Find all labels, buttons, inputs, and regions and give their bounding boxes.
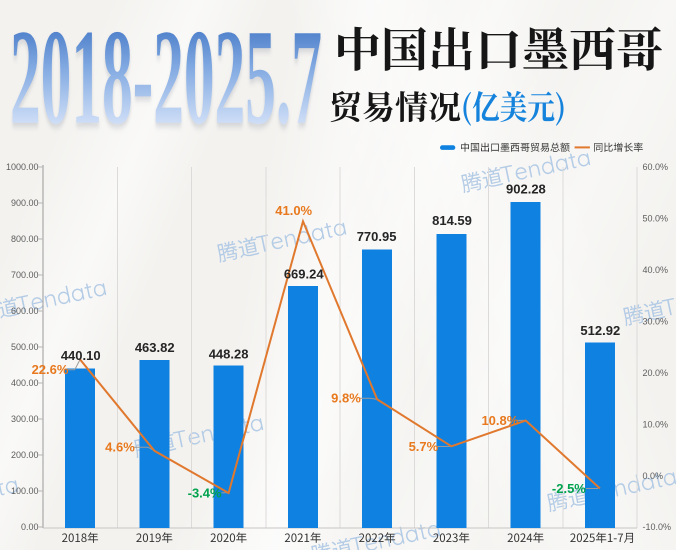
svg-text:463.82: 463.82 xyxy=(135,340,175,355)
svg-text:770.95: 770.95 xyxy=(357,229,397,244)
svg-text:1000.00: 1000.00 xyxy=(6,162,39,172)
svg-text:900.00: 900.00 xyxy=(11,198,39,208)
svg-text:50.0%: 50.0% xyxy=(643,214,669,224)
svg-text:40.0%: 40.0% xyxy=(643,265,669,275)
svg-text:512.92: 512.92 xyxy=(580,323,620,338)
svg-text:22.6%: 22.6% xyxy=(32,362,69,377)
svg-text:500.00: 500.00 xyxy=(11,342,39,352)
svg-text:814.59: 814.59 xyxy=(432,213,472,228)
svg-text:400.00: 400.00 xyxy=(11,378,39,388)
svg-text:10.8%: 10.8% xyxy=(481,413,518,428)
svg-text:300.00: 300.00 xyxy=(11,414,39,424)
svg-text:30.0%: 30.0% xyxy=(643,317,669,327)
svg-text:-3.4%: -3.4% xyxy=(188,485,222,500)
svg-text:200.00: 200.00 xyxy=(11,450,39,460)
svg-text:5.7%: 5.7% xyxy=(409,439,439,454)
svg-text:60.0%: 60.0% xyxy=(643,162,669,172)
svg-text:-10.0%: -10.0% xyxy=(643,522,672,532)
svg-text:41.0%: 41.0% xyxy=(275,203,312,218)
svg-text:100.00: 100.00 xyxy=(11,486,39,496)
svg-text:669.24: 669.24 xyxy=(284,266,325,281)
svg-text:800.00: 800.00 xyxy=(11,234,39,244)
svg-text:10.0%: 10.0% xyxy=(643,419,669,429)
svg-text:9.8%: 9.8% xyxy=(331,391,361,406)
svg-text:700.00: 700.00 xyxy=(11,270,39,280)
svg-text:-2.5%: -2.5% xyxy=(552,481,586,496)
svg-text:600.00: 600.00 xyxy=(11,306,39,316)
svg-text:0.0%: 0.0% xyxy=(643,471,664,481)
svg-text:440.10: 440.10 xyxy=(61,348,101,363)
svg-text:448.28: 448.28 xyxy=(209,347,249,362)
svg-text:4.6%: 4.6% xyxy=(105,440,135,455)
svg-text:20.0%: 20.0% xyxy=(643,368,669,378)
svg-text:902.28: 902.28 xyxy=(506,181,546,196)
svg-text:0.00: 0.00 xyxy=(21,522,39,532)
